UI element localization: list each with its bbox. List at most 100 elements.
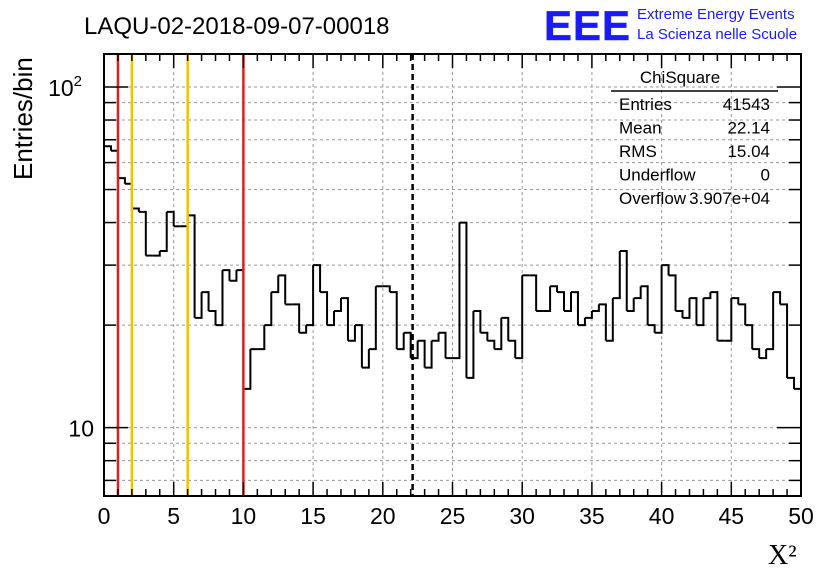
histogram-bar: [710, 291, 719, 341]
histogram-bar: [661, 264, 670, 276]
stats-row-label: RMS: [619, 142, 657, 161]
x-tick-label: 15: [300, 503, 326, 529]
histogram-bar: [396, 332, 405, 351]
histogram-bar: [299, 325, 308, 334]
histogram-bar: [194, 292, 203, 319]
stats-title: ChiSquare: [640, 68, 720, 87]
tick-labels: 0 5 10 15 20 25 30 35 40 45 50 10 102: [48, 73, 814, 529]
histogram-bar: [334, 298, 342, 313]
histogram-bar: [320, 291, 329, 326]
histogram-bar: [605, 298, 614, 342]
histogram-bar: [452, 222, 461, 360]
x-tick-label: 40: [649, 503, 675, 529]
stats-box: ChiSquare Entries 41543 Mean 22.14 RMS 15.04 U…: [611, 68, 778, 208]
x-tick-label: 20: [370, 503, 396, 529]
x-tick-label: 5: [167, 503, 180, 529]
stats-rows: Entries 41543 Mean 22.14 RMS 15.04 Underflow 0 O…: [619, 95, 770, 208]
histogram-bar: [264, 292, 273, 327]
histogram-bar: [584, 311, 593, 319]
x-tick-label: 0: [98, 503, 111, 529]
histogram-bar: [382, 285, 391, 293]
histogram-bar: [703, 292, 712, 300]
histogram-bar: [682, 298, 691, 319]
histogram-bar: [550, 285, 559, 293]
histogram-bar: [201, 291, 210, 312]
histogram-bar: [347, 325, 356, 342]
x-axis-label: X²: [768, 540, 797, 571]
histogram-bar: [501, 316, 510, 341]
histogram-bar: [417, 339, 426, 368]
histogram-bar: [494, 317, 503, 351]
chart-title: LAQU-02-2018-09-07-00018: [84, 13, 390, 40]
histogram-bar: [633, 286, 642, 300]
histogram-bar: [229, 270, 238, 282]
histogram-bar: [668, 274, 677, 312]
histogram-bar: [243, 349, 252, 390]
histogram-bar: [480, 331, 489, 341]
histogram-bar: [431, 332, 440, 342]
histogram-bar: [598, 303, 607, 341]
histogram-bar: [696, 298, 705, 327]
axes: [103, 53, 802, 497]
stats-row-value: 3.907e+04: [689, 189, 770, 208]
histogram-bar: [292, 303, 301, 333]
x-axis-label-text: X²: [768, 540, 797, 571]
y-tick-label: 10: [68, 416, 94, 442]
histogram-bar: [626, 298, 635, 313]
histogram-bar: [438, 331, 447, 359]
histogram-bar: [466, 311, 475, 379]
histogram-bar: [257, 325, 266, 351]
histogram-bar: [354, 324, 363, 368]
histogram-bar: [459, 221, 468, 378]
histogram-bar: [208, 310, 217, 326]
histogram-bar: [278, 274, 287, 305]
x-tick-label: 25: [440, 503, 466, 529]
histogram-bar: [766, 292, 775, 351]
histogram-bar: [117, 177, 126, 184]
histogram-bar: [361, 349, 370, 369]
histogram-bar: [647, 324, 656, 333]
histogram-bar: [543, 286, 552, 313]
histogram-bar: [389, 291, 398, 350]
histogram-bar: [508, 339, 517, 359]
histogram-bar: [724, 298, 733, 342]
histogram-bar: [564, 292, 572, 313]
x-tick-label: 10: [231, 503, 257, 529]
histogram-bar: [403, 331, 412, 359]
histogram-bar: [340, 297, 349, 341]
x-tick-label: 35: [579, 503, 605, 529]
histogram-bar: [306, 265, 315, 327]
histogram-bar: [487, 339, 496, 350]
histogram-bar: [152, 251, 161, 257]
y-axis-label: Entries/bin: [8, 57, 38, 180]
histogram-bar: [689, 297, 698, 326]
histogram-bar: [159, 211, 168, 253]
histogram-bar: [759, 349, 768, 360]
histogram-bar: [222, 269, 231, 281]
histogram-bar: [619, 250, 628, 312]
histogram-bar: [424, 340, 433, 369]
histogram-bar: [313, 264, 322, 293]
x-tick-label: 30: [509, 503, 535, 529]
x-tick-label: 45: [719, 503, 745, 529]
histogram-bar: [166, 210, 175, 227]
histogram-bar: [745, 324, 754, 350]
brand-line-1: Extreme Energy Events: [637, 6, 795, 23]
stats-row-label: Mean: [619, 119, 662, 138]
histogram-bar: [368, 286, 377, 351]
histogram-bar: [557, 291, 566, 312]
histogram-bar: [780, 303, 789, 378]
histogram-bar: [654, 265, 663, 334]
stats-row-value: 22.14: [727, 119, 770, 138]
histogram-bar: [215, 270, 224, 327]
histogram-bar: [271, 275, 280, 294]
histogram-bar: [738, 303, 747, 326]
histogram-bar: [529, 274, 538, 312]
x-tick-label: 50: [788, 503, 814, 529]
histogram-bar: [591, 304, 600, 313]
stats-row-label: Overflow: [619, 189, 687, 208]
stats-row-value: 41543: [723, 95, 770, 114]
stats-row-label: Underflow: [619, 166, 696, 185]
histogram-bar: [675, 310, 684, 318]
